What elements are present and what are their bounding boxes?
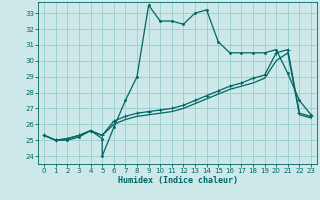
X-axis label: Humidex (Indice chaleur): Humidex (Indice chaleur) xyxy=(118,176,238,185)
